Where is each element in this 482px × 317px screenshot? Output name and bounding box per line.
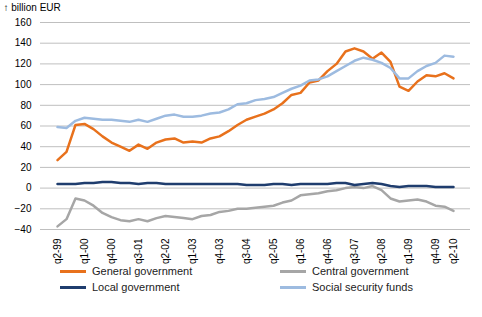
svg-text:140: 140: [15, 37, 32, 48]
svg-text:↑ billion EUR: ↑ billion EUR: [4, 2, 61, 13]
svg-text:q2-02: q2-02: [160, 238, 171, 264]
svg-text:q4-03: q4-03: [214, 238, 225, 264]
svg-text:q4-00: q4-00: [106, 238, 117, 264]
svg-text:q2-10: q2-10: [448, 238, 459, 264]
svg-text:0: 0: [26, 182, 32, 193]
svg-text:100: 100: [15, 79, 32, 90]
svg-text:q2-99: q2-99: [52, 238, 63, 264]
svg-text:q2-08: q2-08: [376, 238, 387, 264]
svg-text:q4-09: q4-09: [430, 238, 441, 264]
svg-text:−40: −40: [15, 224, 32, 235]
svg-text:q4-06: q4-06: [322, 238, 333, 264]
svg-text:q1-06: q1-06: [295, 238, 306, 264]
svg-text:20: 20: [20, 162, 32, 173]
svg-text:q3-07: q3-07: [349, 238, 360, 264]
svg-text:q1-03: q1-03: [187, 238, 198, 264]
svg-text:−20: −20: [15, 203, 32, 214]
svg-text:q3-04: q3-04: [241, 238, 252, 264]
svg-text:160: 160: [15, 17, 32, 28]
svg-text:120: 120: [15, 58, 32, 69]
html-text:General government: General government: [92, 265, 193, 277]
svg-text:q1-09: q1-09: [403, 238, 414, 264]
html-text:Local government: Local government: [92, 281, 180, 293]
html-text:Social security funds: Social security funds: [312, 281, 413, 293]
svg-text:q1-00: q1-00: [79, 238, 90, 264]
svg-text:q2-05: q2-05: [268, 238, 279, 264]
svg-text:q3-01: q3-01: [133, 238, 144, 264]
svg-text:60: 60: [20, 120, 32, 131]
html-text:Central government: Central government: [312, 265, 409, 277]
svg-text:40: 40: [20, 141, 32, 152]
svg-text:80: 80: [20, 100, 32, 111]
